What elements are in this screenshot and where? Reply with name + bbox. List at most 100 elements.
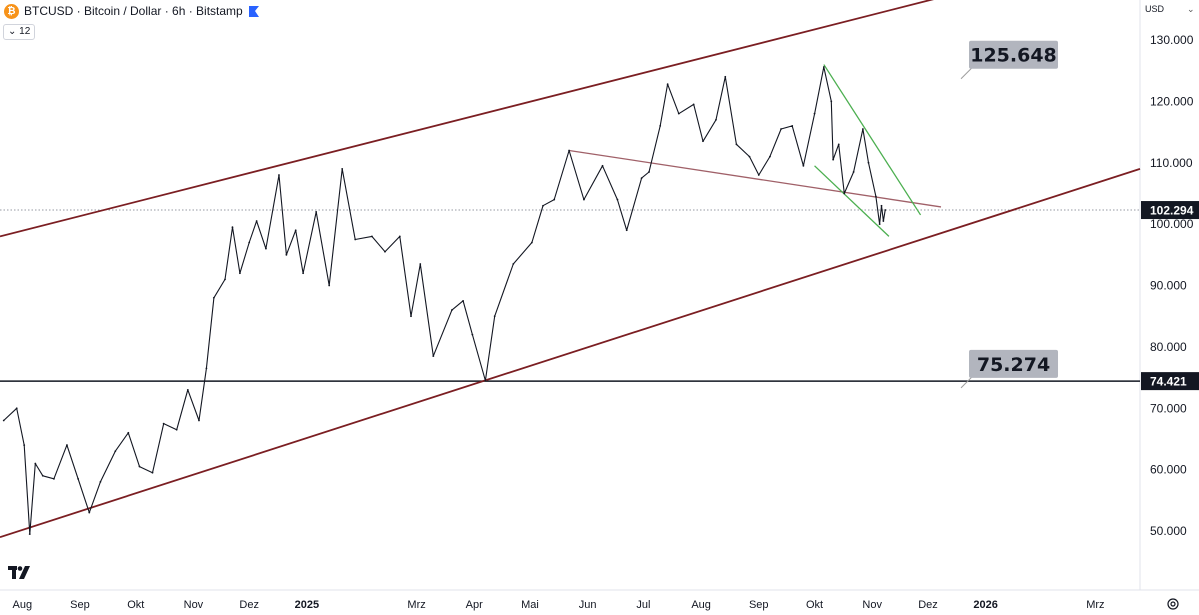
price-series-line [3,66,886,535]
lower-channel-line[interactable] [0,168,1141,538]
price-point [162,422,165,425]
x-tick-label: Dez [239,599,259,611]
price-point [493,315,496,318]
x-tick-label: Nov [862,599,882,611]
price-point [724,75,727,78]
price-point [151,471,154,474]
x-tick-label: 2026 [973,599,997,611]
y-tick-label: 80.000 [1150,340,1187,354]
low-callout-label: 75.274 [977,354,1050,376]
x-tick-label: Dez [918,599,938,611]
price-point [398,235,401,238]
price-point [341,167,344,170]
y-tick-label: 90.000 [1150,279,1187,293]
price-point [882,220,885,222]
support-price-tag[interactable] [1141,372,1199,391]
currency-selector[interactable]: USD [1145,4,1165,14]
price-point [66,444,68,446]
price-point [553,198,556,201]
symbol-title[interactable]: BTCUSD · Bitcoin / Dollar · 6h · Bitstam… [24,4,243,18]
price-point [702,140,704,143]
price-point [791,125,794,127]
x-tick-label: Sep [70,599,90,611]
price-point [15,407,18,410]
price-point [410,315,412,318]
wedge-lower-line[interactable] [814,165,890,237]
price-point [462,299,464,302]
price-point [239,272,241,275]
price-point [28,533,31,535]
x-tick-label: Okt [127,599,144,611]
price-point [278,174,280,176]
price-point [294,229,297,232]
settings-icon[interactable] [1166,597,1180,611]
price-point [212,296,215,299]
price-point [384,250,386,253]
price-point [780,128,782,130]
price-point [432,355,435,357]
price-point [41,474,44,477]
price-point [648,171,650,173]
price-point [99,481,102,483]
flag-icon[interactable] [248,5,260,17]
price-point [843,192,846,195]
x-tick-label: Okt [806,599,823,611]
price-point [23,444,26,446]
bitcoin-icon: ₿ [4,3,19,19]
x-tick-label: Jul [636,599,650,611]
price-point [583,198,585,201]
price-point [114,450,117,453]
price-point [884,209,887,211]
price-point [419,263,422,265]
upper-channel-line[interactable] [0,0,978,238]
y-tick-label: 100.000 [1150,217,1194,231]
price-point [659,125,662,127]
price-point [757,174,760,176]
price-point [715,118,717,121]
price-point [138,465,141,468]
price-point [285,253,288,256]
price-point [867,161,870,164]
x-tick-label: Mrz [1086,599,1104,611]
price-point [302,272,305,275]
ath-callout-box[interactable] [969,40,1059,69]
price-point [601,164,604,167]
price-point [880,204,883,207]
chart-header: ₿ BTCUSD · Bitcoin / Dollar · 6h · Bitst… [0,0,260,22]
price-point [852,171,855,173]
price-point [231,226,234,229]
price-point [735,143,738,146]
wedge-upper-line[interactable] [823,64,922,216]
price-point [471,333,474,336]
chevron-down-icon[interactable]: ⌄ [1187,4,1195,14]
price-point [568,149,570,152]
x-tick-label: Sep [749,599,769,611]
price-point [875,195,877,198]
price-point [175,428,178,431]
x-tick-label: Jun [579,599,597,611]
price-point [224,278,226,281]
price-point [255,220,258,222]
price-point [88,511,91,514]
price-point [354,238,357,241]
price-point [748,155,751,158]
low-callout-box[interactable] [969,349,1059,378]
price-point [127,431,130,434]
price-point [530,241,533,244]
last-price-tag[interactable] [1141,201,1199,220]
indicator-count-toggle[interactable]: ⌄ 12 [3,24,36,40]
y-tick-label: 130.000 [1150,33,1194,47]
x-tick-label: Nov [184,599,204,611]
price-point [77,477,80,480]
price-point [34,462,37,465]
price-point [677,112,680,115]
x-tick-label: Aug [691,599,711,611]
price-point [451,309,453,311]
price-point [769,155,771,158]
descending-resistance-line[interactable] [568,149,942,208]
price-point [692,103,695,106]
price-point [837,143,840,146]
price-point [666,83,669,86]
price-point [2,419,5,422]
